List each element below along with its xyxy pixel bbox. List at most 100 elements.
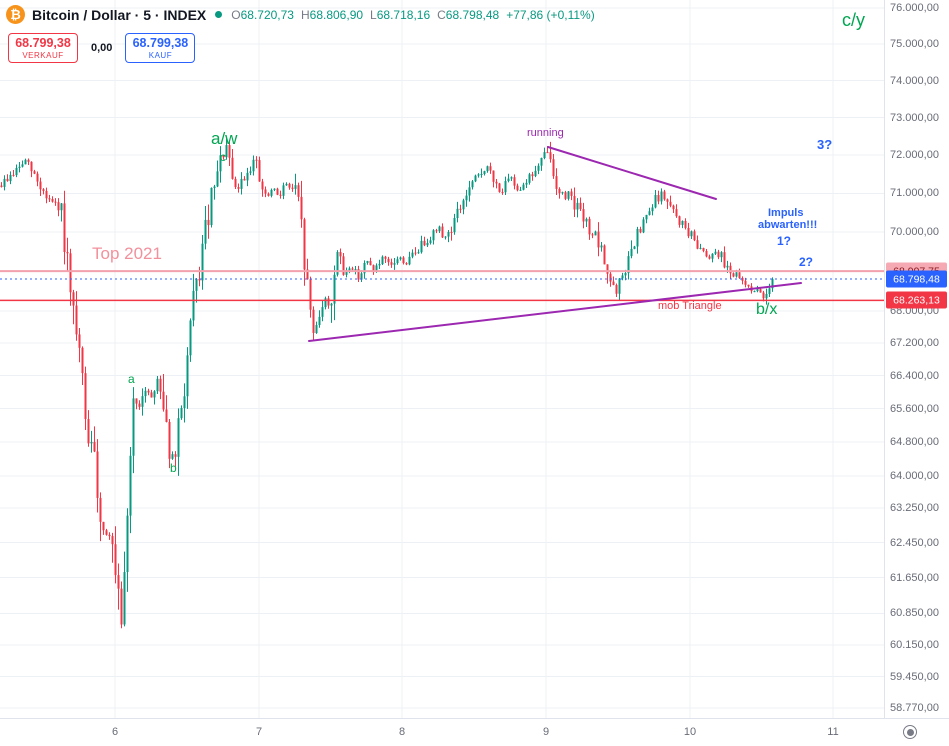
candle-down <box>588 218 591 235</box>
candle-up <box>648 211 651 215</box>
price-tick-label: 67.200,00 <box>890 337 939 350</box>
candle-down <box>696 240 699 249</box>
candle-down <box>93 441 96 452</box>
trendline-upper-triangle[interactable] <box>547 146 717 200</box>
candle-down <box>99 497 102 522</box>
chart-pane[interactable]: running c/y 3? Impuls abwarten!!! 1? 2? b/x mob … <box>0 0 884 718</box>
candle-up <box>432 230 435 241</box>
annotation-b-x[interactable]: b/x <box>756 301 778 318</box>
candle-up <box>285 183 288 186</box>
candle-up <box>24 159 27 165</box>
candle-down <box>300 196 303 220</box>
candle-up <box>462 200 465 210</box>
candle-up <box>429 240 432 243</box>
candle-down <box>327 298 330 306</box>
candle-down <box>6 178 9 182</box>
candle-up <box>396 259 399 264</box>
candle-down <box>159 378 162 392</box>
candle-down <box>390 262 393 265</box>
candle-up <box>123 572 126 625</box>
candle-down <box>702 247 705 251</box>
trendline-lower-triangle[interactable] <box>308 282 802 342</box>
annotation-abwarten[interactable]: abwarten!!! <box>758 219 818 231</box>
price-axis[interactable]: 68.997,7568.798,4868.263,1376.000,0075.0… <box>884 0 949 718</box>
candle-down <box>33 171 36 174</box>
candle-up <box>15 167 18 176</box>
candle-down <box>222 155 225 158</box>
ohlc-low-value: 68.718,16 <box>376 7 431 22</box>
annotation-c[interactable]: c <box>220 150 226 164</box>
candle-up <box>522 184 525 190</box>
annotation-impuls[interactable]: Impuls <box>768 207 804 219</box>
candle-up <box>180 408 183 419</box>
symbol-title[interactable]: Bitcoin / Dollar · 5 · INDEX <box>32 6 207 23</box>
annotation-b[interactable]: b <box>170 461 177 475</box>
candle-down <box>234 178 237 188</box>
annotation-3[interactable]: 3? <box>817 137 833 152</box>
candle-down <box>288 183 291 188</box>
price-tick-label: 62.450,00 <box>890 536 939 549</box>
candle-up <box>132 398 135 456</box>
candle-down <box>597 231 600 248</box>
candle-down <box>615 284 618 294</box>
candle-down <box>738 272 741 278</box>
candle-down <box>165 409 168 422</box>
candle-down <box>609 273 612 282</box>
candle-up <box>321 307 324 317</box>
candle-down <box>531 174 534 177</box>
candle-down <box>441 226 444 238</box>
candle-down <box>339 252 342 257</box>
candle-up <box>183 396 186 409</box>
buy-button[interactable]: 68.799,38 KAUF <box>125 33 196 63</box>
candle-up <box>540 157 543 166</box>
annotation-c-y[interactable]: c/y <box>842 10 866 30</box>
candle-down <box>138 403 141 407</box>
candle-down <box>495 181 498 184</box>
candle-down <box>573 195 576 210</box>
ohlc-values: O68.720,73 H68.806,90 L68.718,16 C68.798… <box>231 8 594 22</box>
eye-icon[interactable] <box>903 725 917 739</box>
annotation-layer: running c/y 3? Impuls abwarten!!! 1? 2? b/x mob … <box>92 10 866 475</box>
candle-down <box>111 536 114 545</box>
candle-down <box>231 157 234 179</box>
candle-down <box>120 588 123 625</box>
annotation-1[interactable]: 1? <box>777 234 792 248</box>
candle-up <box>186 355 189 397</box>
candle-up <box>141 396 144 407</box>
candle-up <box>633 246 636 249</box>
price-axis-label-current-price: 68.798,48 <box>886 270 947 288</box>
candle-up <box>204 219 207 244</box>
candle-down <box>759 289 762 293</box>
candle-up <box>480 173 483 175</box>
candle-down <box>693 231 696 241</box>
sell-label: VERKAUF <box>22 50 64 60</box>
time-tick-label: 9 <box>542 726 550 738</box>
annotation-a[interactable]: a <box>128 372 135 386</box>
spread-value: 0,00 <box>91 42 113 54</box>
candlestick-chart[interactable] <box>0 0 884 718</box>
candle-up <box>60 203 63 211</box>
candle-down <box>303 219 306 270</box>
candle-up <box>720 252 723 258</box>
candle-up <box>630 248 633 257</box>
annotation-mob-triangle[interactable]: mob Triangle <box>658 300 722 312</box>
time-axis[interactable]: 6 7 8 9 10 11 <box>0 718 949 746</box>
annotation-top-2021[interactable]: Top 2021 <box>92 244 162 263</box>
candle-up <box>477 174 480 176</box>
candle-down <box>207 219 210 226</box>
candle-up <box>210 187 213 226</box>
candle-up <box>756 289 759 292</box>
sell-button[interactable]: 68.799,38 VERKAUF <box>8 33 78 63</box>
candle-down <box>237 187 240 189</box>
price-tick-label: 60.850,00 <box>890 607 939 620</box>
annotation-a-w[interactable]: a/w <box>211 129 238 148</box>
candle-up <box>324 298 327 308</box>
annotation-running[interactable]: running <box>527 127 564 139</box>
candle-up <box>681 220 684 225</box>
annotation-2[interactable]: 2? <box>799 255 814 269</box>
candle-up <box>771 279 774 289</box>
candle-down <box>591 234 594 236</box>
price-tick-label: 58.770,00 <box>890 702 939 714</box>
candle-up <box>348 268 351 271</box>
candle-up <box>18 166 21 168</box>
